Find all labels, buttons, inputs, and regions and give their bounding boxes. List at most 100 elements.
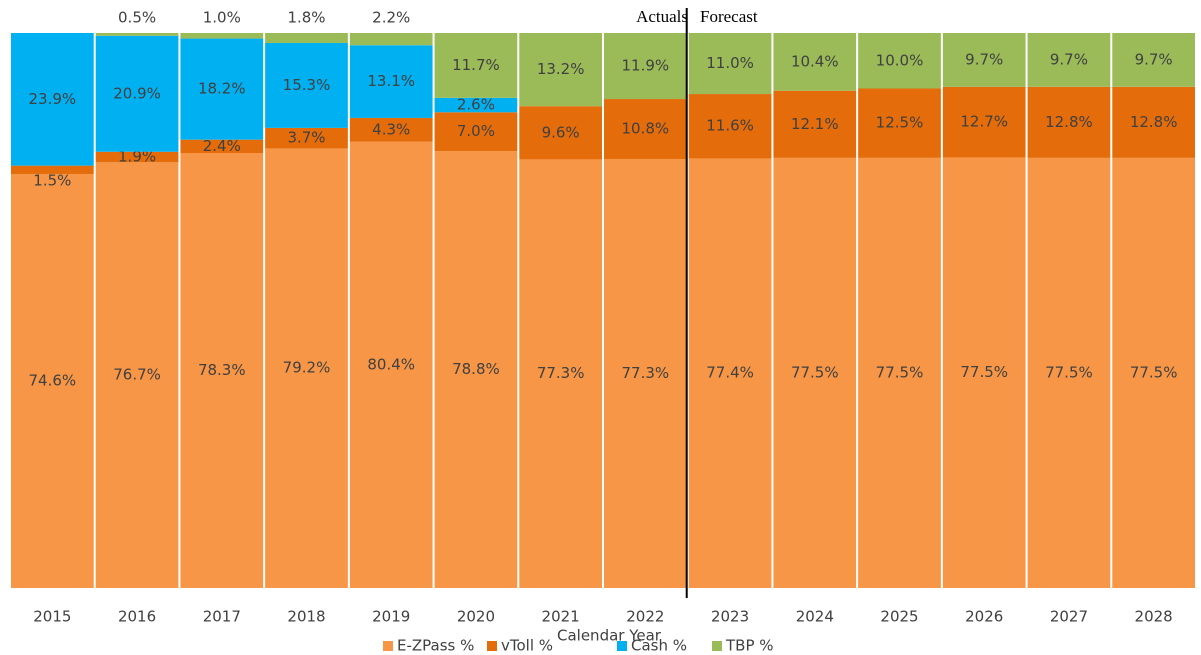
bar-segment	[434, 112, 518, 152]
data-label: 1.8%	[287, 9, 325, 27]
legend-label: E-ZPass %	[397, 637, 474, 655]
data-label: 20.9%	[113, 84, 161, 102]
bar-segment	[858, 33, 941, 89]
data-label: 77.5%	[1045, 363, 1093, 381]
bar-segment	[349, 45, 433, 118]
data-label: 80.4%	[367, 355, 415, 373]
bar-segment	[604, 33, 687, 100]
bar-segment	[11, 33, 94, 166]
x-tick-label: 2015	[33, 608, 71, 626]
legend-label: TBP %	[725, 637, 774, 655]
data-label: 1.5%	[33, 171, 71, 189]
x-tick-label: 2023	[711, 608, 749, 626]
x-tick-label: 2024	[796, 608, 834, 626]
bar-segment	[349, 117, 433, 142]
data-label: 11.7%	[452, 56, 500, 74]
bar-segment	[942, 33, 1026, 87]
bar-segment	[519, 159, 602, 589]
legend-swatch	[712, 641, 722, 651]
bar-segment	[434, 97, 518, 113]
bar-segment	[265, 127, 348, 149]
x-axis-title: Calendar Year	[557, 627, 662, 645]
bar-segment	[180, 139, 264, 153]
data-label: 10.8%	[622, 120, 670, 138]
bar-segment	[434, 151, 518, 588]
data-label: 1.0%	[203, 9, 241, 27]
data-label: 11.6%	[706, 117, 754, 135]
data-label: 2.6%	[457, 96, 495, 114]
x-tick-label: 2017	[203, 608, 241, 626]
data-label: 9.7%	[1050, 50, 1088, 68]
bar-segment	[1027, 157, 1111, 588]
x-tick-label: 2021	[542, 608, 580, 626]
data-label: 76.7%	[113, 366, 161, 384]
data-label: 12.5%	[876, 114, 924, 132]
bar-segment	[942, 157, 1026, 588]
data-label: 4.3%	[372, 120, 410, 138]
bar-segment	[11, 165, 94, 174]
data-label: 78.3%	[198, 361, 246, 379]
data-label: 77.5%	[791, 363, 839, 381]
data-label: 78.8%	[452, 360, 500, 378]
data-label: 9.7%	[1135, 50, 1173, 68]
legend-swatch	[383, 641, 393, 651]
bar-segment	[11, 173, 94, 588]
data-label: 77.5%	[1130, 363, 1178, 381]
bar-segment	[265, 42, 348, 128]
data-label: 0.5%	[118, 9, 156, 27]
data-label: 10.0%	[876, 51, 924, 69]
bar-segment	[434, 33, 518, 98]
x-tick-label: 2016	[118, 608, 156, 626]
x-tick-label: 2028	[1135, 608, 1173, 626]
legend-label: vToll %	[501, 637, 553, 655]
data-label: 13.2%	[537, 60, 585, 78]
data-label: 11.0%	[706, 54, 754, 72]
bar-segment	[858, 88, 941, 158]
bar-segment	[1027, 33, 1111, 87]
bar-segment	[604, 99, 687, 159]
data-label: 12.1%	[791, 115, 839, 133]
bar-segment	[95, 33, 179, 36]
data-label: 10.4%	[791, 52, 839, 70]
legend-label: Cash %	[631, 637, 687, 655]
bar-segment	[180, 153, 264, 588]
data-label: 7.0%	[457, 122, 495, 140]
bar-segment	[1112, 33, 1195, 87]
data-label: 12.8%	[1045, 113, 1093, 131]
bar-segment	[1112, 86, 1195, 158]
x-tick-label: 2025	[880, 608, 918, 626]
data-label: 77.3%	[622, 364, 670, 382]
x-tick-label: 2019	[372, 608, 410, 626]
data-label: 11.9%	[622, 57, 670, 75]
bar-segment	[519, 106, 602, 160]
x-tick-label: 2018	[287, 608, 325, 626]
bar-segment	[265, 148, 348, 588]
bar-segment	[604, 158, 687, 589]
bar-segment	[180, 33, 264, 39]
bar-segment	[942, 86, 1026, 158]
x-tick-label: 2022	[626, 608, 664, 626]
bar-segment	[95, 35, 179, 152]
data-label: 77.3%	[537, 364, 585, 382]
data-label: 77.5%	[960, 363, 1008, 381]
data-label: 9.7%	[965, 50, 1003, 68]
data-label: 79.2%	[283, 359, 331, 377]
legend-swatch	[617, 641, 627, 651]
annotation: Actuals	[636, 7, 688, 26]
bar-segment	[1112, 157, 1195, 588]
data-label: 13.1%	[367, 72, 415, 90]
x-tick-label: 2027	[1050, 608, 1088, 626]
data-label: 12.7%	[960, 113, 1008, 131]
bar-segment	[519, 33, 602, 107]
bar-segment	[858, 157, 941, 588]
x-tick-label: 2026	[965, 608, 1003, 626]
data-label: 2.4%	[203, 137, 241, 155]
data-label: 23.9%	[29, 90, 77, 108]
annotation: Forecast	[700, 7, 758, 26]
data-label: 9.6%	[542, 123, 580, 141]
data-label: 77.4%	[706, 364, 754, 382]
bar-segment	[688, 158, 772, 588]
bar-segment	[688, 94, 772, 159]
bar-segment	[1027, 86, 1111, 158]
